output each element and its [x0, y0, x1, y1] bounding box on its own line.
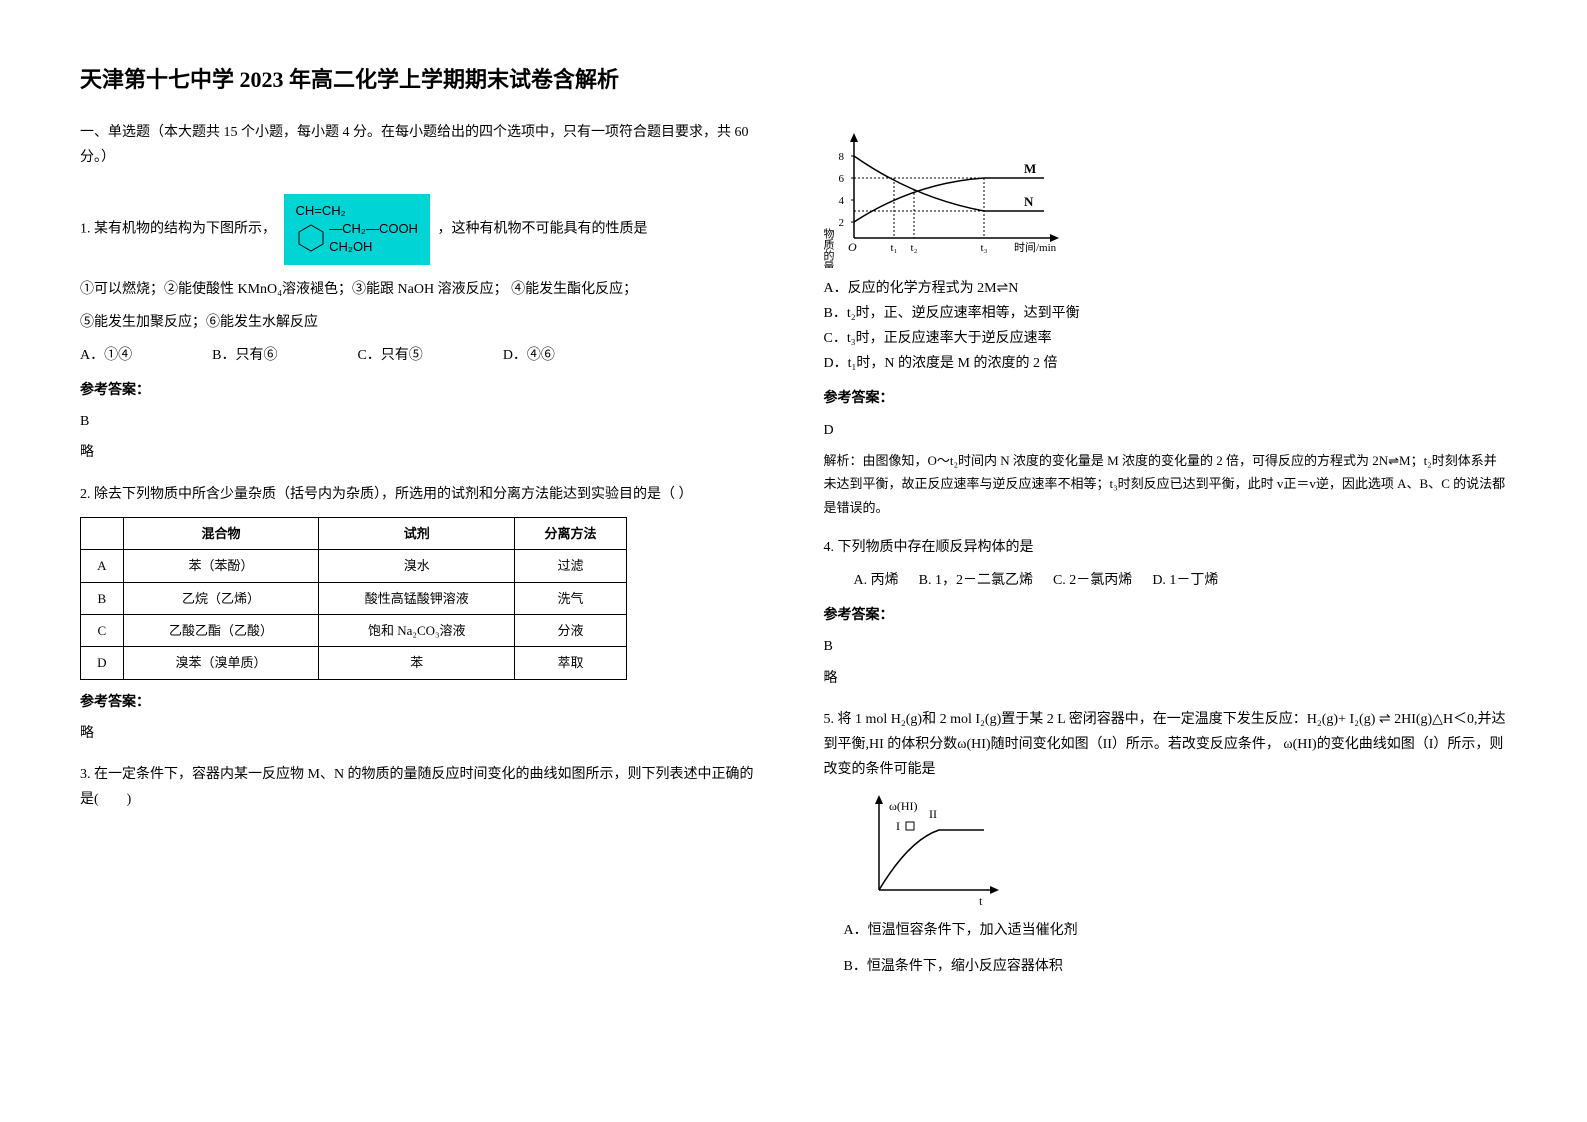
- section-intro: 一、单选题（本大题共 15 个小题，每小题 4 分。在每小题给出的四个选项中，只…: [80, 120, 764, 170]
- svg-text:O: O: [848, 240, 857, 254]
- th-3: 分离方法: [515, 517, 627, 549]
- q5-choice-a: A．恒温恒容条件下，加入适当催化剂: [844, 918, 1508, 943]
- q5-choice-b: B．恒温条件下，缩小反应容器体积: [844, 954, 1508, 979]
- q1-items-a: ①可以燃烧；②能使酸性 KMnO₄溶液褪色；③能跟 NaOH 溶液反应； ④能发…: [80, 277, 764, 302]
- th-0: [81, 517, 124, 549]
- q3-explanation: 解析：由图像知，O～t₂时间内 N 浓度的变化量是 M 浓度的变化量的 2 倍，…: [824, 449, 1508, 519]
- q2-answer-label: 参考答案：: [80, 690, 764, 715]
- q3-choice-b: B．t₂时，正、逆反应速率相等，达到平衡: [824, 301, 1508, 326]
- q1-choice-b: B．只有⑥: [212, 343, 277, 368]
- diagram-line2: CH₂—COOH: [342, 221, 418, 236]
- q4-text: 4. 下列物质中存在顺反异构体的是: [824, 535, 1508, 560]
- table-header-row: 混合物 试剂 分离方法: [81, 517, 627, 549]
- q5-graph: ω(HI) II I t: [854, 790, 1014, 910]
- q3-choice-c: C．t₃时，正反应速率大于逆反应速率: [824, 326, 1508, 351]
- diagram-line3: CH₂OH: [329, 239, 372, 254]
- q1-answer: B: [80, 409, 764, 434]
- question-2: 2. 除去下列物质中所含少量杂质（括号内为杂质），所选用的试剂和分离方法能达到实…: [80, 482, 764, 747]
- svg-text:物质的量/mol: 物质的量/mol: [824, 226, 835, 267]
- q1-note: 略: [80, 440, 764, 465]
- svg-text:t₃: t₃: [980, 242, 987, 254]
- q3-text: 3. 在一定条件下，容器内某一反应物 M、N 的物质的量随反应时间变化的曲线如图…: [80, 762, 764, 812]
- svg-text:I: I: [896, 819, 900, 833]
- q1-prefix: 1. 某有机物的结构为下图所示，: [80, 221, 276, 236]
- th-2: 试剂: [319, 517, 515, 549]
- table-row: D 溴苯（溴单质） 苯 萃取: [81, 647, 627, 679]
- svg-text:t₂: t₂: [910, 242, 917, 254]
- q3-answer-label: 参考答案：: [824, 386, 1508, 411]
- table-row: A 苯（苯酚） 溴水 过滤: [81, 550, 627, 582]
- q1-choice-a: A．①④: [80, 343, 132, 368]
- q4-choice-a: A. 丙烯: [854, 568, 899, 593]
- q2-table: 混合物 试剂 分离方法 A 苯（苯酚） 溴水 过滤 B 乙烷（乙烯） 酸性高锰酸…: [80, 517, 627, 680]
- diagram-line1: CH=CH₂: [296, 203, 346, 218]
- q1-choice-c: C．只有⑤: [357, 343, 422, 368]
- svg-text:2: 2: [838, 217, 844, 229]
- q2-text: 2. 除去下列物质中所含少量杂质（括号内为杂质），所选用的试剂和分离方法能达到实…: [80, 482, 764, 507]
- svg-text:M: M: [1024, 161, 1036, 176]
- question-5: 5. 将 1 mol H₂(g)和 2 mol I₂(g)置于某 2 L 密闭容…: [824, 707, 1508, 979]
- q3-choice-a: A．反应的化学方程式为 2M⇌N: [824, 276, 1508, 301]
- q5-text: 5. 将 1 mol H₂(g)和 2 mol I₂(g)置于某 2 L 密闭容…: [824, 707, 1508, 783]
- q1-structure-diagram: CH=CH₂ —CH₂—COOH CH₂OH: [284, 194, 430, 265]
- question-4: 4. 下列物质中存在顺反异构体的是 A. 丙烯 B. 1，2－二氯乙烯 C. 2…: [824, 535, 1508, 691]
- svg-text:8: 8: [838, 151, 844, 163]
- question-3-body: 2 4 6 8 t₁ t₂ t₃ M N: [824, 128, 1508, 519]
- q4-choice-d: D. 1－丁烯: [1152, 568, 1218, 593]
- q1-answer-label: 参考答案：: [80, 378, 764, 403]
- svg-text:6: 6: [838, 173, 844, 185]
- svg-text:N: N: [1024, 194, 1034, 209]
- q3-answer: D: [824, 418, 1508, 443]
- question-3-text: 3. 在一定条件下，容器内某一反应物 M、N 的物质的量随反应时间变化的曲线如图…: [80, 762, 764, 812]
- svg-text:II: II: [929, 807, 937, 821]
- q2-answer: 略: [80, 721, 764, 746]
- svg-text:t: t: [979, 894, 983, 908]
- page-title: 天津第十七中学 2023 年高二化学上学期期末试卷含解析: [80, 60, 1507, 100]
- q4-note: 略: [824, 666, 1508, 691]
- table-row: B 乙烷（乙烯） 酸性高锰酸钾溶液 洗气: [81, 582, 627, 614]
- q1-items-b: ⑤能发生加聚反应；⑥能发生水解反应: [80, 310, 764, 335]
- th-1: 混合物: [123, 517, 319, 549]
- q1-suffix: ，这种有机物不可能具有的性质是: [437, 221, 647, 236]
- q4-answer-label: 参考答案：: [824, 603, 1508, 628]
- question-1: 1. 某有机物的结构为下图所示， CH=CH₂ —CH₂—COOH CH₂OH …: [80, 190, 764, 466]
- q4-choice-b: B. 1，2－二氯乙烯: [919, 568, 1033, 593]
- q3-choice-d: D．t₁时，N 的浓度是 M 的浓度的 2 倍: [824, 351, 1508, 376]
- q1-choice-d: D．④⑥: [503, 343, 555, 368]
- q4-choice-c: C. 2－氯丙烯: [1053, 568, 1132, 593]
- svg-text:ω(HI): ω(HI): [889, 799, 918, 813]
- svg-text:时间/min: 时间/min: [1014, 241, 1057, 254]
- svg-text:t₁: t₁: [890, 242, 897, 254]
- q4-answer: B: [824, 634, 1508, 659]
- svg-text:4: 4: [838, 195, 844, 207]
- q3-graph: 2 4 6 8 t₁ t₂ t₃ M N: [824, 128, 1084, 268]
- table-row: C 乙酸乙酯（乙酸） 饱和 Na₂CO₃溶液 分液: [81, 615, 627, 647]
